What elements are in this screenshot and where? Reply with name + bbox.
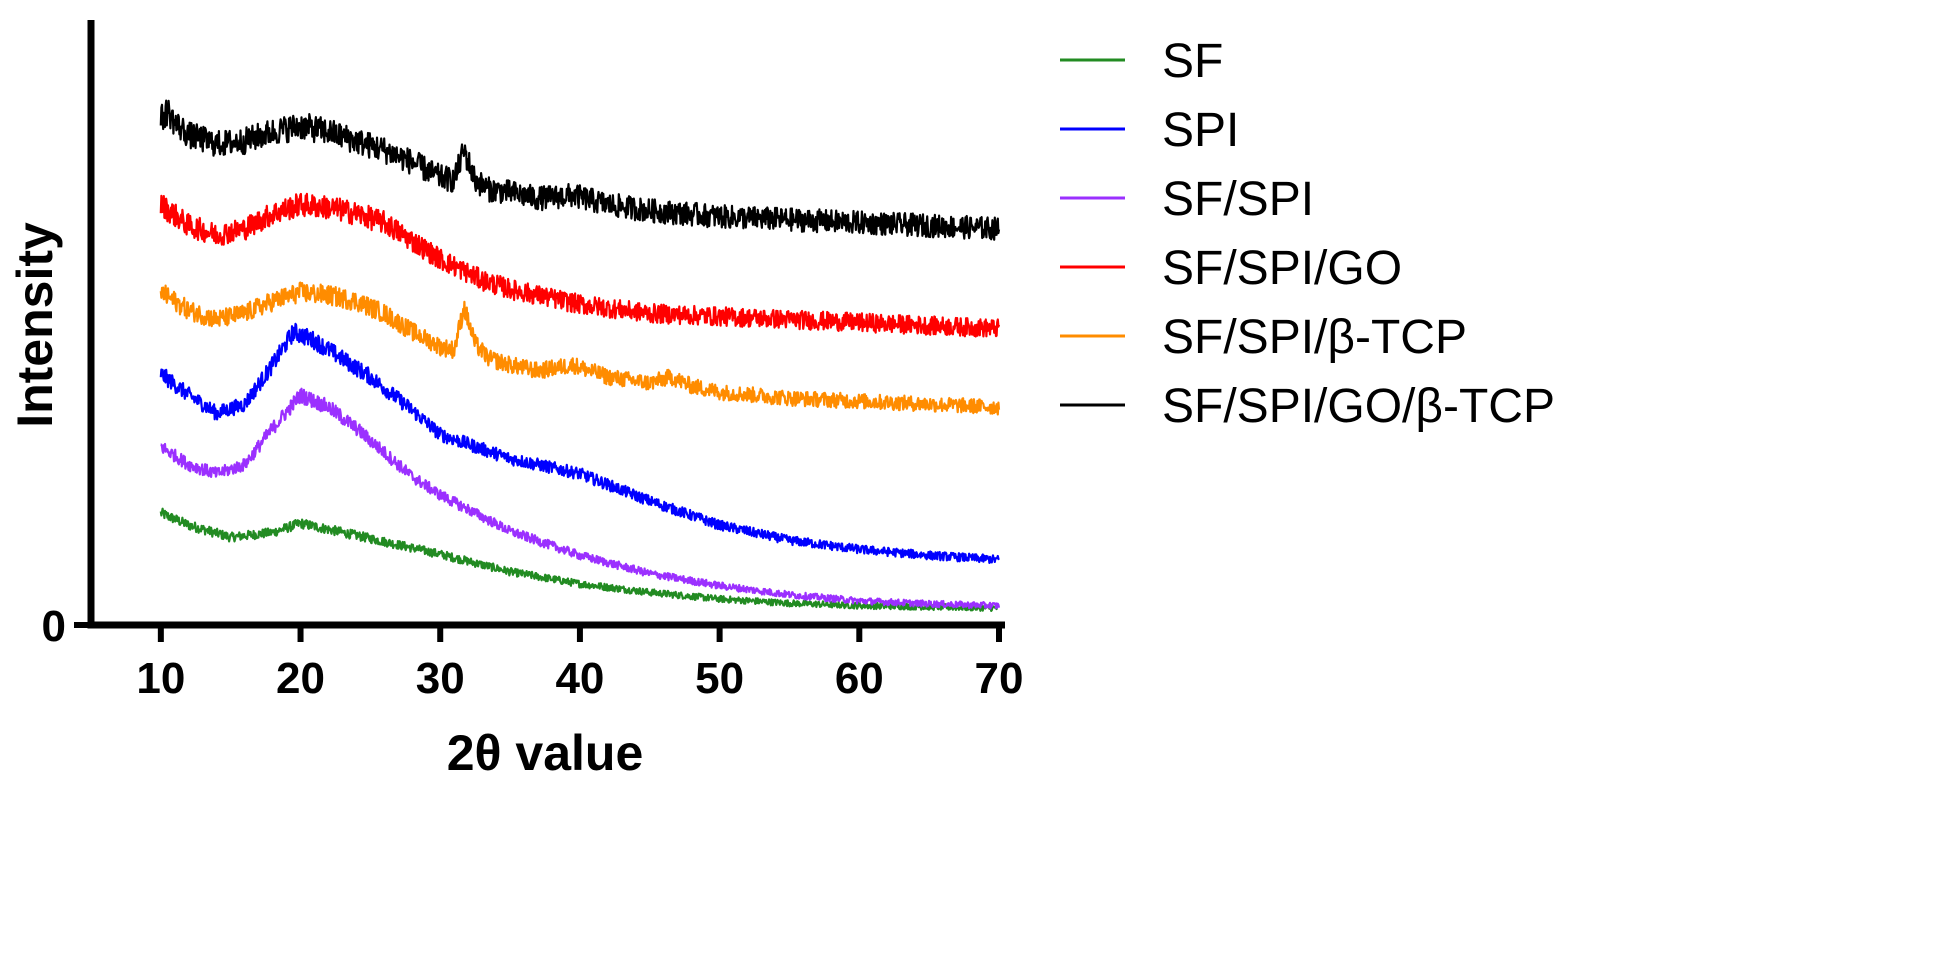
x-tick-label-10: 10 bbox=[136, 654, 185, 703]
series-line-1 bbox=[159, 322, 1000, 564]
x-tick-label-20: 20 bbox=[276, 654, 325, 703]
legend-label-0: SF bbox=[1162, 35, 1223, 88]
x-tick-label-30: 30 bbox=[416, 654, 465, 703]
series-line-5 bbox=[159, 99, 1001, 241]
legend-label-1: SPI bbox=[1162, 104, 1239, 157]
legend-label-4: SF/SPI/β-TCP bbox=[1162, 311, 1467, 364]
legend-label-3: SF/SPI/GO bbox=[1162, 242, 1402, 295]
y-axis-title: Intensity bbox=[7, 222, 63, 428]
legend: SF SPI SF/SPI SF/SPI/GO SF/SPI/β-TCP SF/SPI/G… bbox=[1060, 35, 1555, 433]
series-line-0 bbox=[159, 507, 1000, 612]
x-axis-title: 2θ value bbox=[447, 725, 644, 781]
x-tick-label-60: 60 bbox=[835, 654, 884, 703]
series-line-4 bbox=[159, 281, 1001, 416]
x-tick-label-40: 40 bbox=[555, 654, 604, 703]
legend-label-5: SF/SPI/GO/β-TCP bbox=[1162, 380, 1555, 433]
legend-label-2: SF/SPI bbox=[1162, 173, 1314, 226]
x-tick-label-70: 70 bbox=[975, 654, 1024, 703]
ticks-layer: 10 20 30 40 50 60 70 0 bbox=[42, 602, 1024, 703]
series-line-3 bbox=[159, 192, 1001, 338]
series-layer bbox=[159, 99, 1001, 612]
x-tick-label-50: 50 bbox=[695, 654, 744, 703]
axes-layer bbox=[87, 20, 1005, 629]
series-line-2 bbox=[160, 387, 1001, 610]
y-tick-label-0: 0 bbox=[42, 602, 66, 651]
